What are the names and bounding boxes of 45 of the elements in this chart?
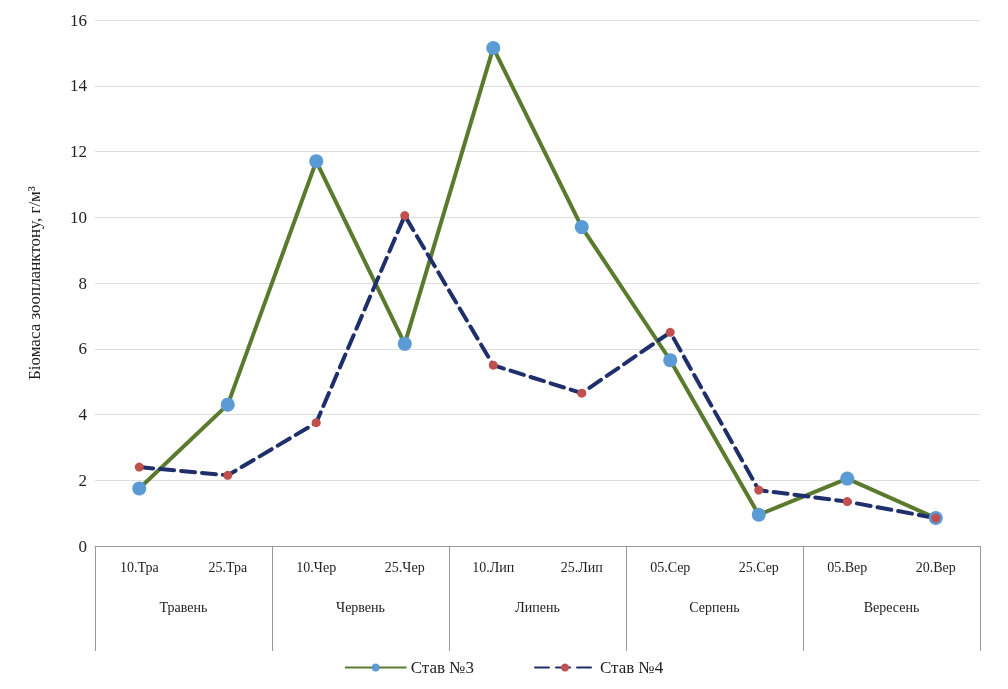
point [840,471,855,486]
text: Вересень [863,599,920,615]
legend-label: Став №3 [410,658,474,677]
point [311,418,321,428]
point [663,353,678,368]
x-tick-label: 10.Чер [296,559,337,575]
point [488,360,498,370]
point [400,211,410,221]
y-tick-label: 14 [70,76,88,96]
point [134,462,144,472]
y-tick-label: 12 [70,142,87,161]
y-tick-label: 8 [78,273,87,293]
x-tick-label: 10.Тра [119,559,160,575]
point [132,481,147,496]
point [486,40,501,55]
y-tick-label: 16 [70,10,87,30]
y-tick-label: 0 [78,536,87,556]
text: Травень [159,599,208,615]
point [665,327,675,337]
x-tick-label: 25.Чер [384,559,425,575]
point [751,507,766,522]
x-tick-label: 20.Вер [915,559,956,575]
x-tick-label: 05.Вер [827,559,868,575]
x-tick-label: 25.Лип [560,559,604,575]
point [220,397,235,412]
legend-label: Став №4 [600,658,664,677]
text: Червень [336,599,385,615]
point [309,154,324,169]
x-tick-label: 25.Сер [738,559,779,575]
point [223,470,233,480]
point [574,220,589,235]
x-tick-label: 05.Сер [650,559,691,575]
y-tick-label: 2 [78,470,87,490]
text: Серпень [689,599,740,615]
point [577,388,587,398]
y-axis-title: Біомаса зоопланктону, г/м³ [25,186,44,380]
y-tick-label: 10 [70,207,87,227]
x-tick-label: 10.Лип [472,559,515,575]
text: Липень [515,599,560,615]
point [842,497,852,507]
y-tick-label: 6 [78,339,87,359]
point [397,336,412,351]
y-tick-label: 4 [78,405,88,424]
point [754,485,764,495]
x-tick-label: 25.Тра [208,559,248,575]
